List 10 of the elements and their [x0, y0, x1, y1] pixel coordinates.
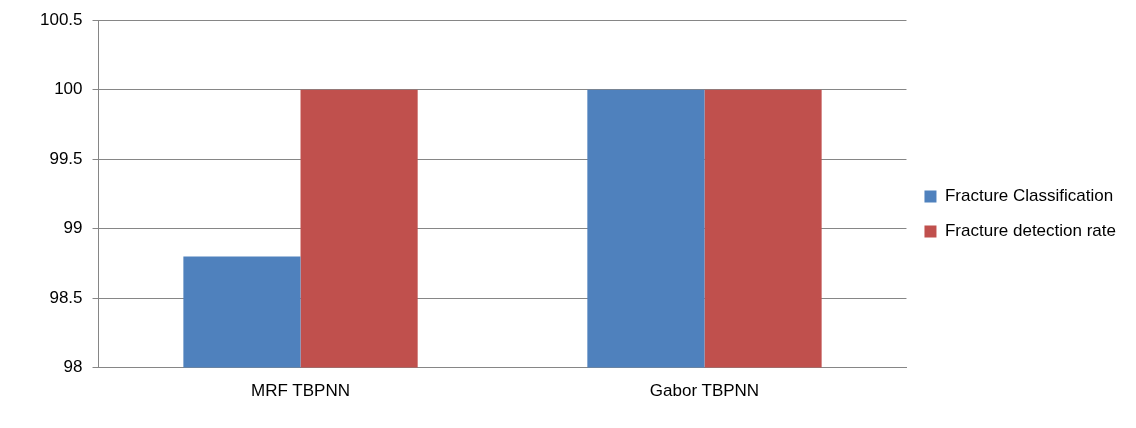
y-tick-label: 99: [63, 218, 83, 238]
y-tick-label: 98.5: [49, 287, 83, 307]
legend-label: Fracture detection rate: [944, 221, 1116, 241]
y-tick-label: 99.5: [49, 148, 83, 168]
legend-label: Fracture Classification: [944, 186, 1114, 206]
y-tick-label: 100.5: [39, 9, 83, 29]
x-tick-label: Gabor TBPNN: [649, 381, 760, 401]
y-tick-label: 98: [63, 357, 83, 377]
y-tick-label: 100: [54, 79, 83, 99]
x-tick-label: MRF TBPNN: [251, 381, 350, 401]
